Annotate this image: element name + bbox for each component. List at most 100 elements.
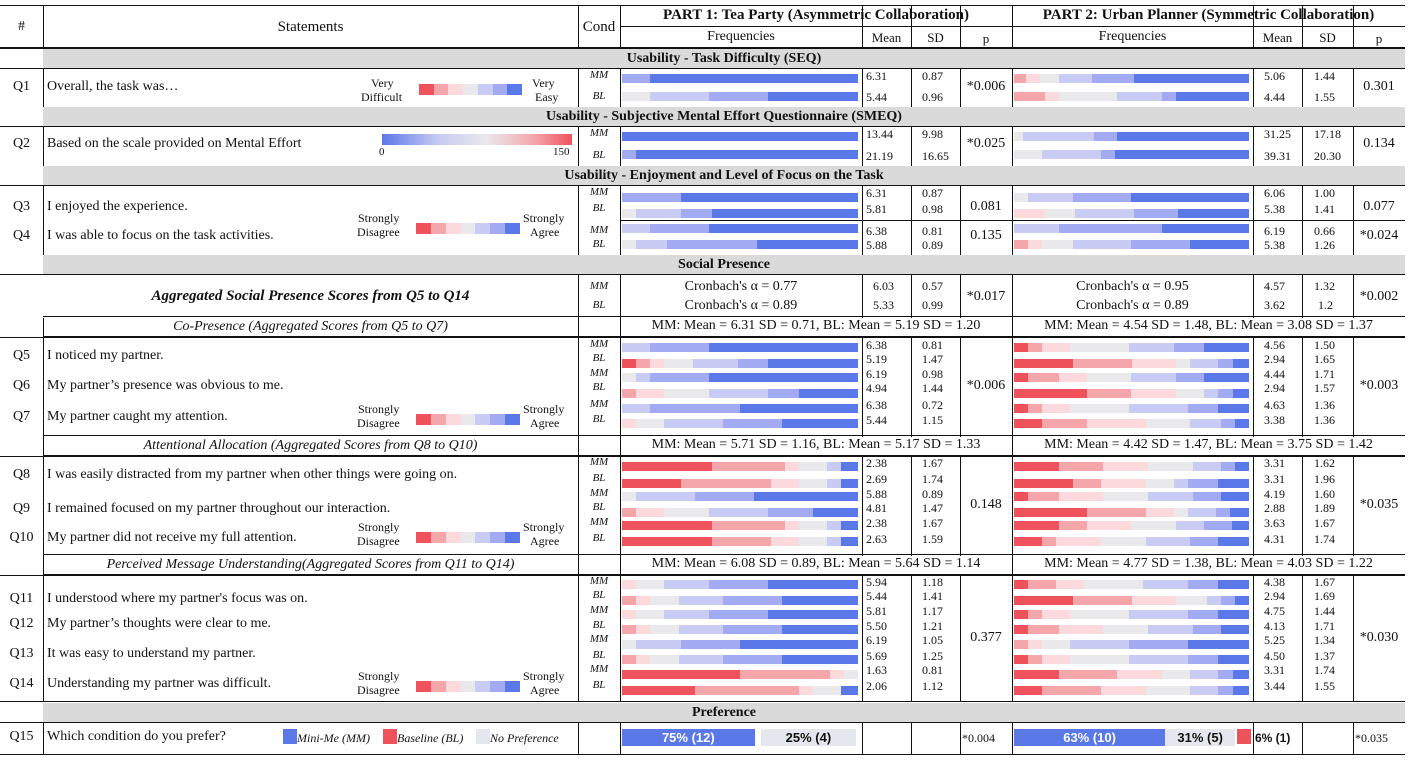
bar-segment	[1014, 389, 1087, 398]
legend-bl: Baseline (BL)	[397, 731, 464, 745]
bar-segment	[1103, 462, 1148, 471]
likert-bar-part1	[622, 150, 858, 159]
bar-segment	[1028, 580, 1057, 589]
bar-segment	[1014, 74, 1026, 83]
sd-value: 0.81	[922, 338, 943, 352]
bar-segment	[1162, 224, 1249, 233]
bar-segment	[768, 610, 858, 619]
sd-value: 1.12	[922, 679, 943, 693]
bar-segment	[1014, 224, 1059, 233]
bar-segment	[1042, 419, 1087, 428]
likert-bar-part2	[1014, 462, 1249, 471]
scale-label: Disagree	[357, 534, 400, 548]
col-divider	[1012, 575, 1013, 701]
bar-segment	[1162, 92, 1177, 101]
bar-segment	[1204, 343, 1249, 352]
mean-value: 3.31	[1264, 472, 1285, 486]
bar-segment	[768, 580, 858, 589]
bar-segment	[782, 625, 858, 634]
cond-label: MM	[589, 516, 609, 528]
scale-swatch	[505, 681, 521, 692]
bar-segment	[622, 610, 637, 619]
likert-bar-part2	[1014, 580, 1249, 589]
top-rule	[0, 5, 1405, 6]
bar-segment	[1014, 193, 1029, 202]
cond-label: MM	[589, 604, 609, 616]
col-divider	[578, 126, 579, 166]
bar-segment	[827, 537, 842, 546]
sd-value: 16.65	[922, 149, 949, 163]
bar-segment	[1220, 462, 1235, 471]
bar-segment	[678, 596, 724, 605]
likert-bar-part1	[622, 132, 858, 141]
scale-label: Strongly	[523, 211, 565, 225]
bar-segment	[622, 686, 696, 695]
mean-value: 3.38	[1264, 413, 1285, 427]
bar-segment	[1204, 389, 1219, 398]
bar-segment	[1173, 479, 1188, 488]
mean-value: 39.31	[1264, 149, 1291, 163]
bar-segment	[768, 359, 858, 368]
sd-value: 1.57	[1314, 381, 1335, 395]
mean-value: 6.03	[873, 279, 894, 293]
mean-value: 13.44	[866, 127, 893, 141]
bar-segment	[1232, 670, 1249, 679]
p-value: *0.025	[966, 136, 1006, 151]
bar-segment	[664, 419, 724, 428]
sd-value: 1.2	[1318, 298, 1333, 312]
col-divider	[1302, 337, 1303, 437]
bar-segment	[650, 596, 679, 605]
bar-segment	[813, 508, 858, 517]
likert-bar-part1	[622, 373, 858, 382]
col-divider	[620, 437, 621, 456]
bar-segment	[636, 150, 858, 159]
question-text: I enjoyed the experience.	[47, 199, 188, 214]
cond-label: MM	[589, 186, 609, 198]
header-rule	[0, 47, 1405, 49]
scale-swatch	[416, 532, 431, 543]
col-divider	[1253, 68, 1254, 107]
col-divider	[1302, 126, 1303, 166]
bar-segment	[1042, 150, 1101, 159]
scale-swatch	[507, 84, 523, 95]
sd-value: 1.05	[922, 633, 943, 647]
sd-value: 1.55	[1314, 90, 1335, 104]
likert-bar-part2	[1014, 209, 1249, 218]
bar-segment	[1129, 640, 1188, 649]
scale-swatch	[475, 414, 491, 425]
bar-segment	[692, 359, 738, 368]
col-divider	[1012, 274, 1013, 318]
mean-value: 6.31	[866, 186, 887, 200]
likert-bar-part1	[622, 686, 858, 695]
bar-segment	[650, 343, 710, 352]
bar-segment	[798, 389, 858, 398]
bar-segment	[1216, 508, 1231, 517]
sd-value: 20.30	[1314, 149, 1341, 163]
p-header-2: p	[1375, 31, 1383, 46]
pref-bar-bl-part2	[1237, 729, 1251, 744]
question-text: My partner caught my attention.	[47, 409, 228, 424]
likert-bar-part1	[622, 389, 858, 398]
bar-segment	[650, 373, 710, 382]
mean-value: 5.06	[1264, 69, 1285, 83]
scale-swatch	[448, 84, 464, 95]
bar-segment	[622, 343, 651, 352]
sd-value: 1.34	[1314, 633, 1335, 647]
mean-value: 4.56	[1264, 338, 1285, 352]
bar-segment	[650, 404, 740, 413]
likert-bar-part1	[622, 462, 858, 471]
col-divider	[620, 274, 621, 318]
cond-label: MM	[589, 224, 609, 236]
bar-segment	[1143, 580, 1188, 589]
question-id: Q14	[9, 676, 34, 691]
scale-label: Strongly	[358, 669, 400, 683]
cond-label: MM	[589, 456, 609, 468]
sd-header-2: SD	[1319, 30, 1336, 45]
mean-value: 2.88	[1264, 501, 1285, 515]
mean-value: 5.25	[1264, 633, 1285, 647]
col-divider	[1302, 456, 1303, 556]
likert-bar-part2	[1014, 389, 1249, 398]
bar-segment	[1117, 132, 1249, 141]
bar-segment	[827, 462, 842, 471]
section-pref-band	[43, 703, 1405, 722]
